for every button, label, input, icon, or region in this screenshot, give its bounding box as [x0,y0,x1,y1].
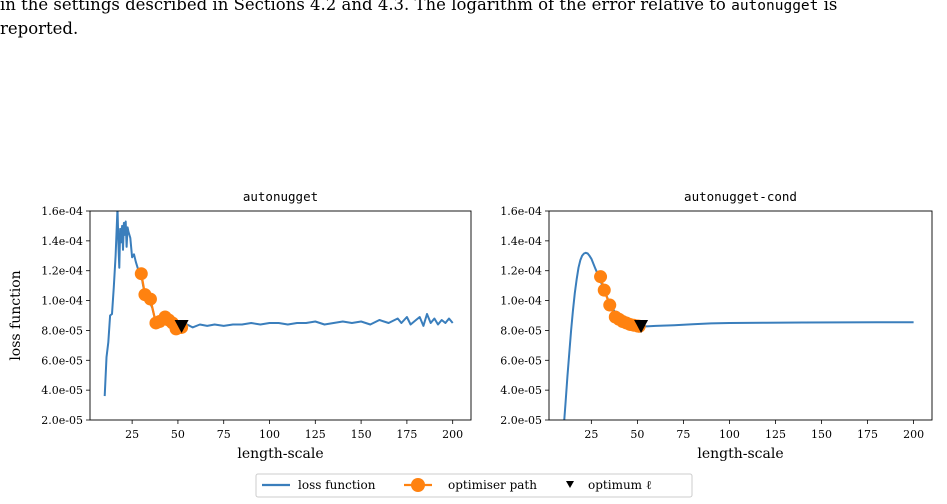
x-tick-label: 200 [903,428,924,441]
y-tick-label: 4.0e-05 [41,384,83,397]
chart-title: autonugget-cond [684,189,797,204]
caption-line-1: in the settings described in Sections 4.… [0,0,837,18]
y-tick-label: 1.0e-04 [500,295,542,308]
y-tick-label: 4.0e-05 [500,384,542,397]
y-tick-label: 1.4e-04 [500,235,542,248]
optimiser-path-point [597,283,611,297]
legend: loss function optimiser path optimum ℓ [255,473,693,498]
optimum-marker [174,319,189,333]
x-tick-label: 150 [351,428,372,441]
x-tick-label: 50 [630,428,644,441]
chart-panel-right: autonugget-cond 25 50 75 100 125 150 175 200 2.0e… [500,189,933,462]
y-tick-label: 6.0e-05 [500,354,542,367]
y-tick-label: 6.0e-05 [41,354,83,367]
x-tick-label: 50 [171,428,185,441]
y-tick-label: 1.6e-04 [500,205,542,218]
x-axis-label: length-scale [237,446,323,462]
caption-text: in the settings described in Sections 4.… [0,0,732,14]
x-tick-label: 25 [125,428,139,441]
legend-optimum-label: optimum ℓ [588,478,652,492]
optimiser-path-point [594,270,608,284]
optimiser-path-point [143,292,157,306]
y-tick-label: 1.4e-04 [41,235,83,248]
chart-title: autonugget [243,189,318,204]
y-tick-label: 1.2e-04 [41,265,83,278]
legend-loss-label: loss function [298,478,376,492]
x-tick-label: 125 [305,428,326,441]
x-tick-label: 75 [217,428,231,441]
y-tick-label: 1.2e-04 [500,265,542,278]
optimiser-path-point [603,298,617,312]
loss-function-line [563,251,914,420]
x-tick-label: 175 [396,428,417,441]
y-tick-label: 2.0e-05 [500,414,542,427]
x-tick-label: 25 [584,428,598,441]
legend-path-label: optimiser path [448,478,537,492]
legend-box [255,473,693,498]
y-tick-label: 8.0e-05 [500,324,542,337]
x-tick-label: 75 [676,428,690,441]
x-tick-label: 175 [857,428,878,441]
chart-panel-left: autonugget 25 50 75 100 125 150 175 200 2.0e-05 4.… [8,189,472,462]
y-axis-label: loss function [8,270,24,360]
plot-frame [548,210,933,421]
legend-path-marker [411,478,425,492]
y-tick-label: 1.0e-04 [41,295,83,308]
y-tick-label: 2.0e-05 [41,414,83,427]
y-tick-label: 8.0e-05 [41,324,83,337]
x-tick-label: 200 [442,428,463,441]
caption-line-2: reported. [0,19,79,38]
caption-code: autonugget [731,0,819,14]
x-tick-label: 100 [719,428,740,441]
legend-optimum-marker [566,481,574,488]
x-tick-label: 150 [811,428,832,441]
x-axis-label: length-scale [697,446,783,462]
x-tick-label: 100 [259,428,280,441]
loss-function-line [103,211,454,397]
caption-text-end: is [818,0,838,14]
optimum-marker [634,319,649,333]
optimiser-path-point [134,267,148,281]
y-tick-label: 1.6e-04 [41,205,83,218]
x-tick-label: 125 [765,428,786,441]
plot-frame [89,210,472,421]
